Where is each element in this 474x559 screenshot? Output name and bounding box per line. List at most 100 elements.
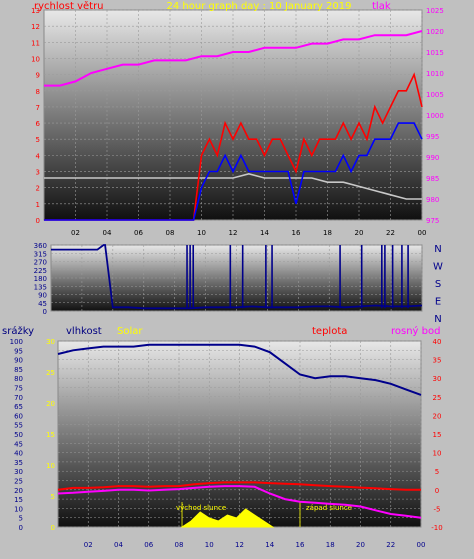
right-tick-label: 990 <box>426 154 439 162</box>
direction-tick-label: 315 <box>34 250 47 258</box>
direction-tick-label: 90 <box>38 292 47 300</box>
sun-annotation: východ slunce <box>176 504 226 512</box>
left-tick-label: 2 <box>36 185 40 193</box>
direction-tick-label: 45 <box>38 300 47 308</box>
series-line-2 <box>44 72 423 221</box>
compass-label: S <box>435 279 441 290</box>
solar-tick-label: 0 <box>51 524 55 532</box>
rainfall-tick-label: 40 <box>14 450 23 458</box>
temp-tick-label: 0 <box>435 487 439 495</box>
temp-tick-label: 25 <box>433 394 442 402</box>
left-tick-label: 13 <box>31 7 40 15</box>
compass-label: W <box>433 262 443 273</box>
series-line-1 <box>57 481 421 491</box>
left-tick-label: 9 <box>36 72 40 80</box>
direction-tick-label: 270 <box>34 259 47 267</box>
rainfall-tick-label: 50 <box>14 431 23 439</box>
temp-tick-label: -10 <box>431 524 442 532</box>
rainfall-tick-label: 5 <box>19 515 23 523</box>
x-tick-label: 22 <box>386 229 395 237</box>
rainfall-tick-label: 30 <box>14 468 23 476</box>
x-tick-label: 20 <box>356 541 365 549</box>
temp-tick-label: 5 <box>435 468 439 476</box>
x-tick-label: 00 <box>418 229 427 237</box>
rainfall-tick-label: 90 <box>14 357 23 365</box>
right-tick-label: 995 <box>426 133 439 141</box>
solar-tick-label: 30 <box>46 338 55 346</box>
rainfall-tick-label: 80 <box>14 375 23 383</box>
solar-tick-label: 5 <box>51 493 55 501</box>
direction-tick-label: 225 <box>34 267 47 275</box>
chart-title: 24 hour graph day : 10 January 2019 <box>167 1 352 12</box>
series-line-1 <box>44 172 422 200</box>
compass-label: E <box>435 297 441 308</box>
rainfall-tick-label: 15 <box>14 496 23 504</box>
left-tick-label: 12 <box>31 23 40 31</box>
left-tick-label: 7 <box>36 104 40 112</box>
x-tick-label: 06 <box>134 229 143 237</box>
x-tick-label: 04 <box>103 229 112 237</box>
temp-tick-label: 20 <box>433 412 442 420</box>
temperature-label: teplota <box>312 326 347 337</box>
temp-tick-label: 15 <box>433 431 442 439</box>
x-tick-label: 16 <box>292 229 301 237</box>
solar-tick-label: 25 <box>46 369 55 377</box>
right-tick-label: 1020 <box>426 28 444 36</box>
left-tick-label: 4 <box>36 152 41 160</box>
solar-tick-label: 20 <box>46 400 55 408</box>
right-tick-label: 1010 <box>426 70 444 78</box>
x-tick-label: 02 <box>71 229 80 237</box>
x-tick-label: 16 <box>296 541 305 549</box>
rainfall-tick-label: 55 <box>14 422 23 430</box>
sun-annotation: západ slunce <box>306 504 352 512</box>
wind-speed-label: rychlost větru <box>34 0 104 12</box>
right-tick-label: 980 <box>426 196 439 204</box>
temp-tick-label: 10 <box>433 450 442 458</box>
rainfall-tick-label: 75 <box>14 385 23 393</box>
series-line-0 <box>57 343 422 396</box>
rainfall-tick-label: 0 <box>19 524 23 532</box>
left-tick-label: 1 <box>36 201 40 209</box>
left-tick-label: 3 <box>36 169 40 177</box>
right-tick-label: 985 <box>426 175 439 183</box>
rainfall-tick-label: 60 <box>14 412 23 420</box>
left-tick-label: 5 <box>36 136 40 144</box>
x-tick-label: 02 <box>84 541 93 549</box>
left-tick-label: 8 <box>36 88 40 96</box>
x-tick-label: 18 <box>323 229 332 237</box>
left-tick-label: 11 <box>31 39 40 47</box>
rainfall-tick-label: 85 <box>14 366 23 374</box>
right-tick-label: 975 <box>426 217 439 225</box>
temp-tick-label: 30 <box>433 375 442 383</box>
left-tick-label: 0 <box>36 217 40 225</box>
direction-tick-label: 180 <box>34 275 47 283</box>
rainfall-tick-label: 25 <box>14 478 23 486</box>
temp-tick-label: 35 <box>433 357 442 365</box>
rainfall-tick-label: 20 <box>14 487 23 495</box>
compass-label: N <box>434 244 441 255</box>
humidity-label: vlhkost <box>66 326 102 337</box>
x-tick-label: 14 <box>260 229 269 237</box>
rainfall-tick-label: 70 <box>14 394 23 402</box>
x-tick-label: 00 <box>417 541 426 549</box>
solar-area <box>180 508 275 528</box>
solar-label: Solar <box>117 326 143 337</box>
left-tick-label: 10 <box>31 55 40 63</box>
solar-tick-label: 15 <box>46 431 55 439</box>
pressure-label: tlak <box>372 1 391 12</box>
rainfall-tick-label: 65 <box>14 403 23 411</box>
rainfall-tick-label: 45 <box>14 440 23 448</box>
x-tick-label: 06 <box>144 541 153 549</box>
x-tick-label: 10 <box>197 229 206 237</box>
rainfall-tick-label: 35 <box>14 459 23 467</box>
right-tick-label: 1000 <box>426 112 444 120</box>
temp-tick-label: -5 <box>434 505 441 513</box>
direction-tick-label: 0 <box>43 308 47 316</box>
x-tick-label: 12 <box>229 229 238 237</box>
series-line-2 <box>57 485 422 519</box>
rainfall-tick-label: 100 <box>10 338 23 346</box>
x-tick-label: 08 <box>166 229 175 237</box>
direction-line <box>51 244 423 310</box>
